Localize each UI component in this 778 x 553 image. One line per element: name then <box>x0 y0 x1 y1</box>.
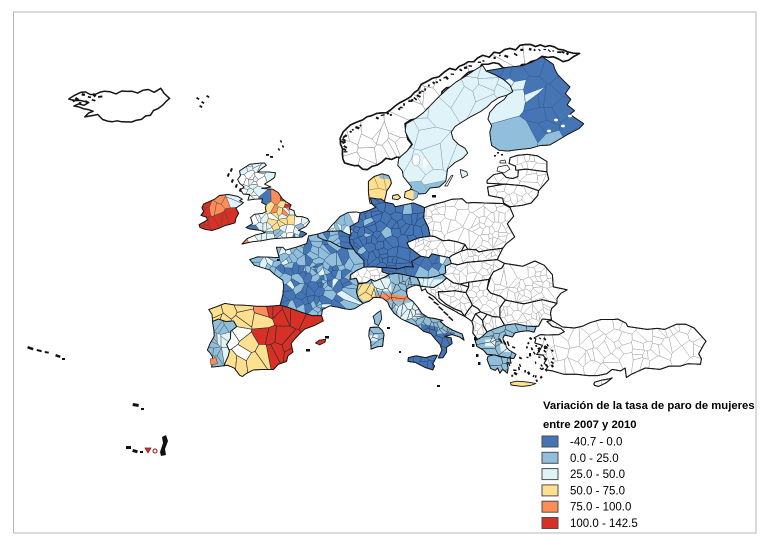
svg-text:Variación de la tasa de paro d: Variación de la tasa de paro de mujeres <box>543 400 755 412</box>
svg-text:entre 2007 y 2010: entre 2007 y 2010 <box>543 419 637 431</box>
svg-text:100.0 - 142.5: 100.0 - 142.5 <box>570 518 638 530</box>
svg-text:75.0 - 100.0: 75.0 - 100.0 <box>570 502 631 514</box>
svg-text:0.0 - 25.0: 0.0 - 25.0 <box>570 453 619 465</box>
svg-text:25.0 - 50.0: 25.0 - 50.0 <box>570 469 625 481</box>
svg-text:50.0 - 75.0: 50.0 - 75.0 <box>570 485 625 497</box>
svg-text:-40.7 - 0.0: -40.7 - 0.0 <box>570 437 622 449</box>
